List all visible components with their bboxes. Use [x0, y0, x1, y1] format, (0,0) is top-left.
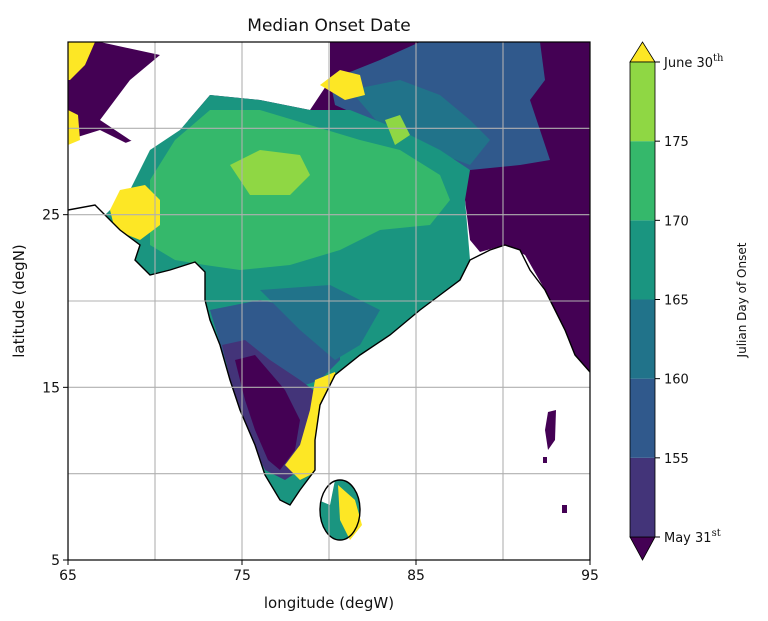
chart-title: Median Onset Date — [247, 16, 410, 36]
colorbar-tick-label: May 31st — [664, 528, 721, 546]
colorbar-segment — [630, 457, 655, 537]
coastline — [68, 204, 590, 506]
colorbar-segment — [630, 299, 655, 379]
contour-region-latest — [338, 485, 362, 540]
x-tick-label: 75 — [233, 568, 251, 584]
axis-ticks: 65 75 85 95 5 15 25 — [42, 208, 599, 584]
colorbar-segment — [630, 62, 655, 142]
andaman-islands — [545, 410, 556, 450]
contour-region-latest — [110, 185, 160, 240]
colorbar-tick-label: 165 — [664, 294, 689, 309]
contour-region-170-175 — [150, 110, 450, 270]
colorbar-tick-label: 170 — [664, 214, 689, 229]
island — [543, 457, 547, 463]
masked-region-strait — [318, 480, 335, 505]
x-tick-label: 65 — [59, 568, 77, 584]
y-tick-label: 25 — [42, 208, 60, 224]
colorbar-tick-label: 155 — [664, 452, 689, 467]
y-tick-label: 5 — [51, 553, 60, 569]
colorbar-tick-label: 160 — [664, 373, 689, 388]
plot-frame — [67, 41, 591, 561]
colorbar-extend-low — [629, 536, 656, 561]
colorbar: May 31st 155 160 165 170 175 June 30th — [629, 41, 724, 561]
colorbar-tick-suffix: st — [712, 528, 721, 539]
contour-region-latest — [68, 110, 80, 145]
x-axis-label: longitude (degW) — [264, 594, 394, 612]
colorbar-tick-label: 175 — [664, 135, 689, 150]
gridlines — [68, 42, 590, 560]
contour-region-160-165 — [350, 80, 490, 165]
colorbar-tick-suffix: th — [713, 53, 724, 64]
contour-region-earliest — [235, 355, 300, 470]
contour-region-175-180 — [385, 115, 410, 145]
x-tick-label: 95 — [581, 568, 599, 584]
contour-region-175-180 — [230, 150, 310, 195]
contour-region-latest — [68, 42, 95, 80]
colorbar-segment — [630, 378, 655, 458]
x-tick-label: 85 — [407, 568, 425, 584]
contour-region-latest — [320, 70, 365, 100]
masked-region-north — [100, 42, 330, 150]
colorbar-label: Julian Day of Onset — [735, 242, 749, 358]
masked-region-sea — [68, 205, 590, 560]
map-field — [68, 42, 590, 560]
sri-lanka-coastline — [319, 479, 361, 541]
colorbar-segment — [630, 220, 655, 300]
colorbar-segment — [630, 141, 655, 221]
colorbar-extend-high — [629, 41, 656, 63]
nicobar-islands — [562, 505, 567, 513]
y-axis-label: latitude (degN) — [10, 244, 28, 358]
colorbar-tick-label: June 30th — [663, 53, 724, 71]
contour-region-160-165 — [260, 285, 380, 360]
y-tick-label: 15 — [42, 380, 60, 396]
